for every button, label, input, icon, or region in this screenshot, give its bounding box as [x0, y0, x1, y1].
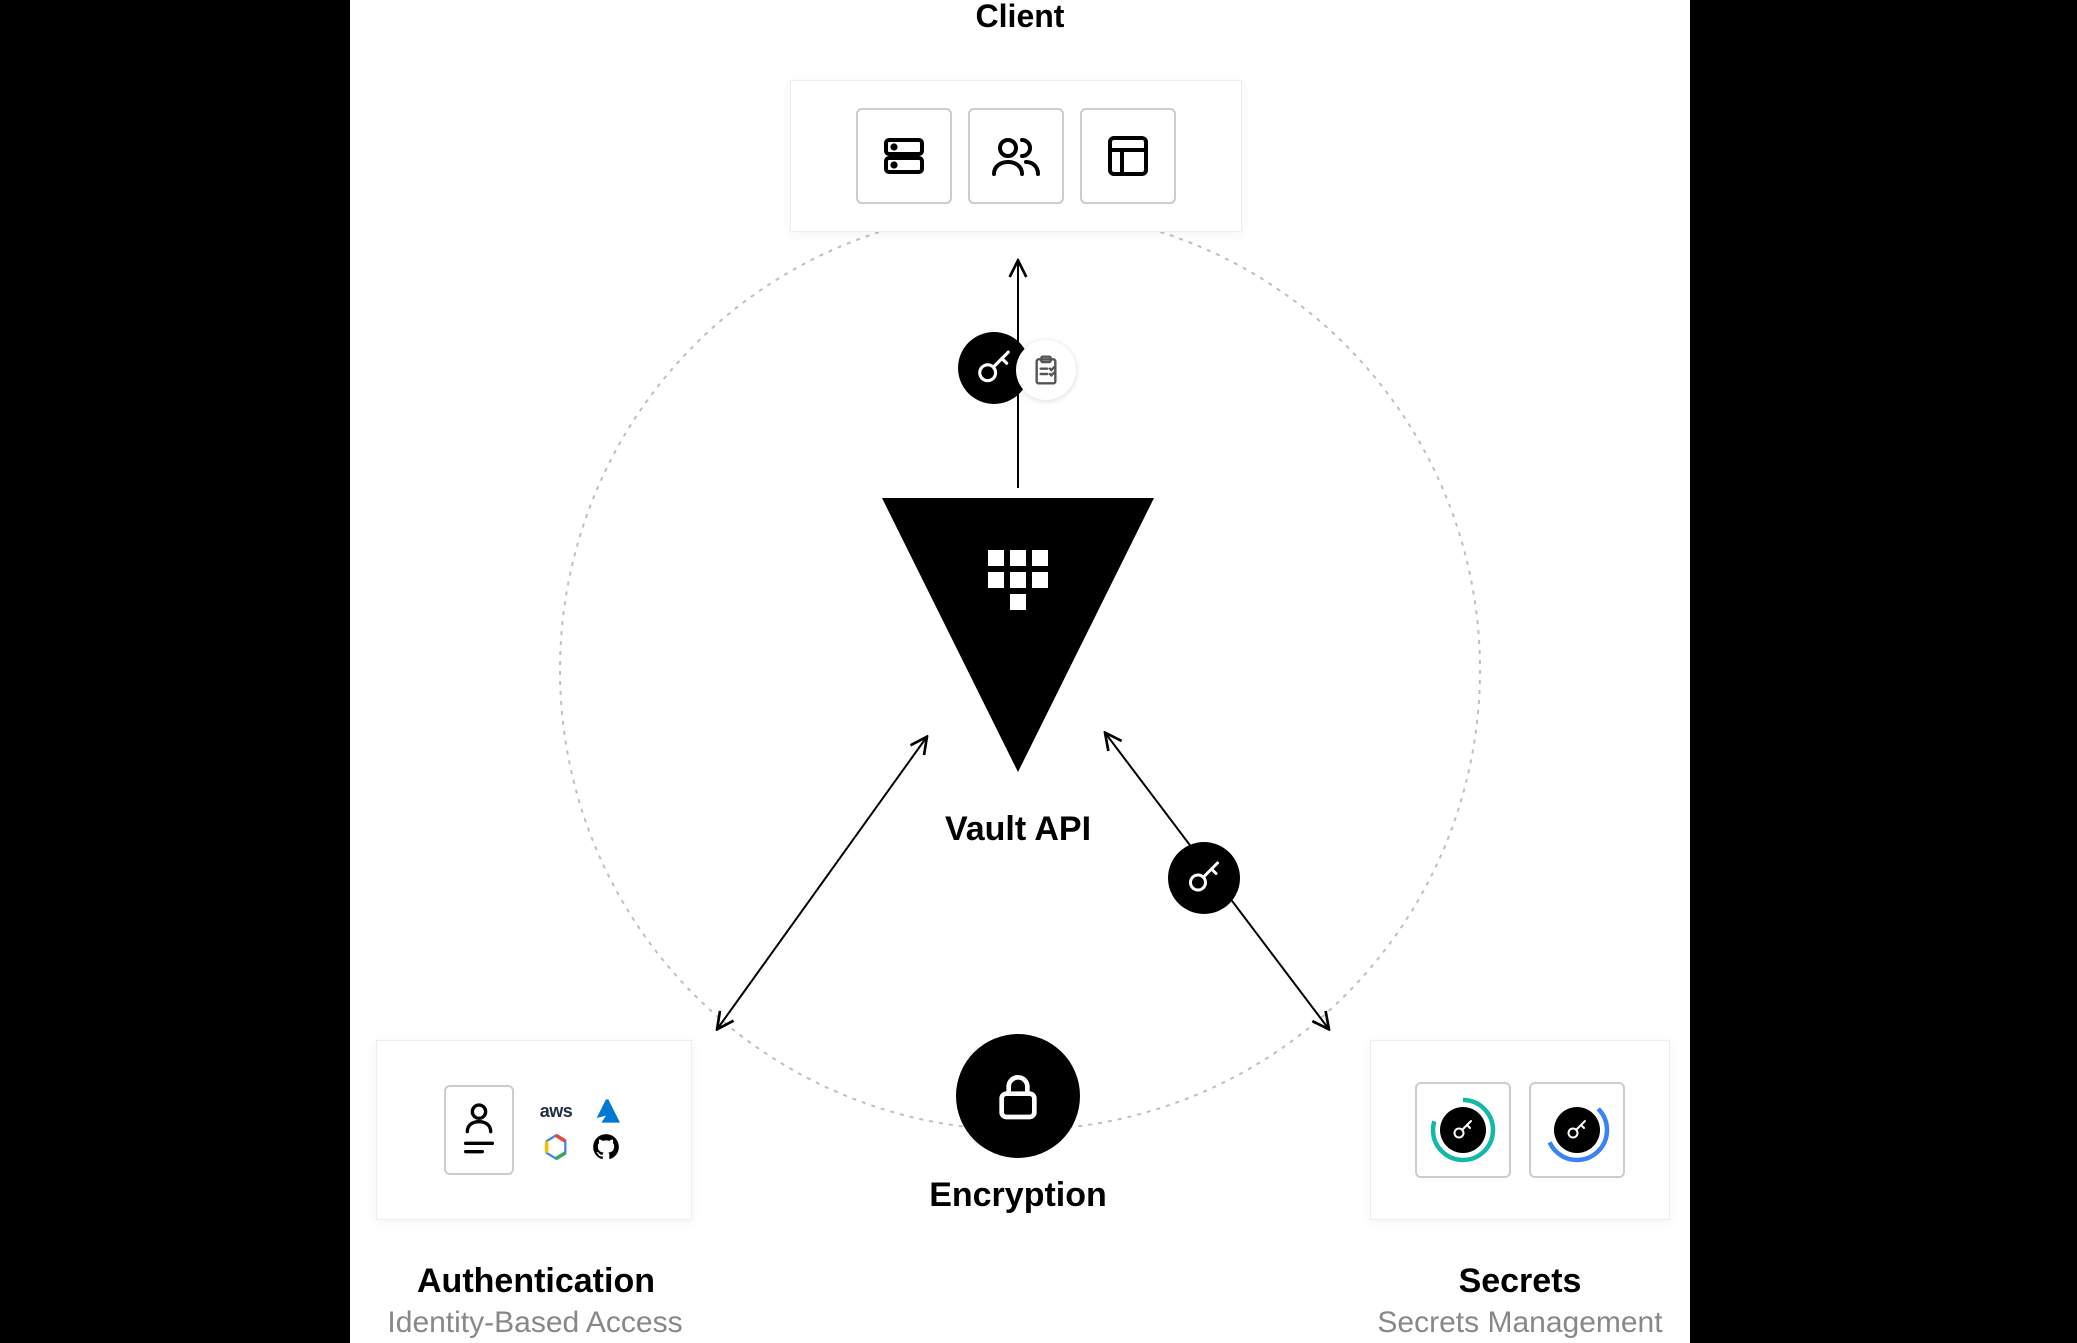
encryption-label: Encryption — [868, 1176, 1168, 1215]
client-label: Client — [870, 0, 1170, 35]
vault-label: Vault API — [868, 810, 1168, 849]
secret-key-teal — [1415, 1082, 1511, 1178]
secrets-panel — [1370, 1040, 1670, 1220]
authentication-sublabel: Identity-Based Access — [350, 1306, 720, 1340]
user-identity-icon — [444, 1085, 514, 1175]
edge-vault-auth — [718, 738, 926, 1028]
authentication-label: Authentication — [386, 1262, 686, 1301]
aws-icon: aws — [540, 1101, 573, 1122]
clipboard-badge — [1016, 340, 1076, 400]
github-icon — [592, 1133, 620, 1161]
server-icon — [856, 108, 952, 204]
secret-key-blue — [1529, 1082, 1625, 1178]
encryption-circle — [956, 1034, 1080, 1158]
authentication-panel: aws — [376, 1040, 692, 1220]
secrets-sublabel: Secrets Management — [1340, 1306, 1700, 1340]
vault-triangle — [882, 498, 1154, 778]
gcp-icon — [542, 1133, 570, 1161]
secrets-label: Secrets — [1370, 1262, 1670, 1301]
key-badge-secrets — [1168, 842, 1240, 914]
diagram-canvas: Client — [350, 0, 1690, 1343]
auth-providers: aws — [538, 1099, 624, 1161]
azure-icon — [592, 1099, 620, 1123]
users-icon — [968, 108, 1064, 204]
layout-icon — [1080, 108, 1176, 204]
client-panel — [790, 80, 1242, 232]
